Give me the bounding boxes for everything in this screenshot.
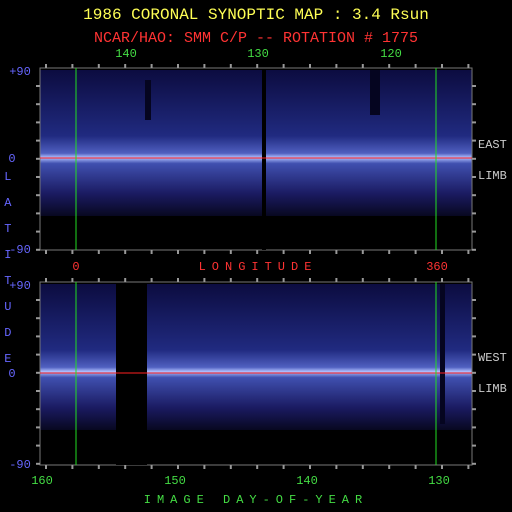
data-gap — [116, 283, 147, 465]
bottom-label: 150 — [164, 474, 186, 488]
top-label: 130 — [247, 47, 269, 61]
bottom-label: 130 — [428, 474, 450, 488]
bottom-label: 140 — [296, 474, 318, 488]
tick-marks — [36, 64, 476, 469]
lat-label: -90 — [9, 458, 31, 472]
data-gap — [145, 80, 151, 120]
data-gap — [370, 70, 380, 115]
lat-label: +90 — [9, 65, 31, 79]
bottom-label: 160 — [31, 474, 53, 488]
east-map-image — [40, 70, 472, 216]
data-gap — [262, 70, 266, 250]
top-label: 140 — [115, 47, 137, 61]
side-label: EAST — [478, 138, 507, 152]
side-label: LIMB — [478, 382, 507, 396]
longitude-label: 360 — [426, 260, 448, 274]
west-map-image — [40, 284, 472, 430]
latitude-title: LATITUDE — [1, 170, 15, 378]
lat-label: 0 — [8, 152, 15, 166]
longitude-label: 0 — [72, 260, 79, 274]
title: 1986 CORONAL SYNOPTIC MAP : 3.4 Rsun — [83, 6, 429, 24]
side-label: LIMB — [478, 169, 507, 183]
subtitle: NCAR/HAO: SMM C/P -- ROTATION # 1775 — [94, 30, 418, 47]
top-label: 120 — [380, 47, 402, 61]
data-gap — [440, 284, 445, 424]
bottom-title: IMAGE DAY-OF-YEAR — [144, 493, 368, 507]
lat-label: -90 — [9, 243, 31, 257]
longitude-title: LONGITUDE — [199, 260, 318, 274]
side-label: WEST — [478, 351, 507, 365]
lat-label: 0 — [8, 367, 15, 381]
lat-label: +90 — [9, 279, 31, 293]
